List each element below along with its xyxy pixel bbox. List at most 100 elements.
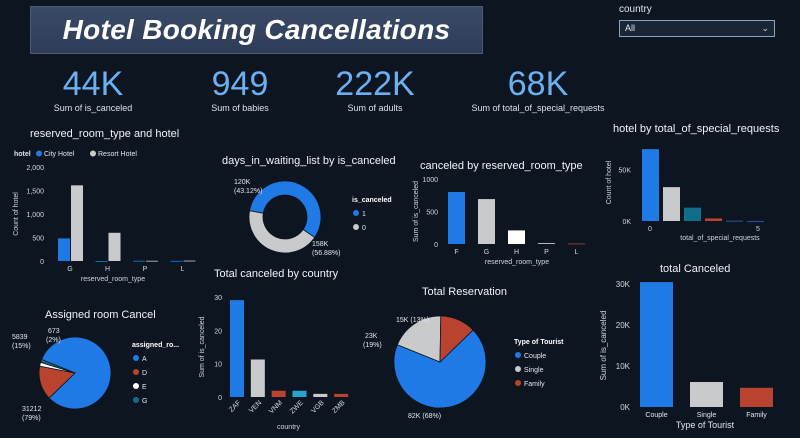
slice-label: 158K [312,241,329,248]
x-tick-label: VGB [310,399,326,415]
x-tick-label: Family [746,412,767,419]
legend-marker [133,355,139,361]
bar [313,393,328,397]
legend-label: Resort Hotel [98,151,137,158]
chart-title: hotel by total_of_special_requests [613,123,780,135]
kpi-caption: Sum of adults [347,103,403,113]
legend-marker [133,383,139,389]
legend-label: 0 [362,225,366,232]
y-tick-label: 0 [218,395,222,402]
kpi-caption: Sum of babies [211,103,269,113]
pie-slice [40,358,76,374]
bar [448,192,465,244]
x-tick-label: Single [697,412,717,419]
y-tick-label: 0K [622,219,631,226]
bar [726,220,743,222]
legend-label: Single [524,367,544,374]
y-axis-label: Count of hotel [606,160,613,204]
bar [705,218,722,221]
bar [250,359,265,397]
legend-marker [353,224,359,230]
bar [95,261,108,262]
x-tick-label: ZAF [228,399,242,413]
page-title: Hotel Booking Cancellations [62,14,451,45]
bar [58,238,70,261]
y-tick-label: 20K [616,321,631,330]
kpi-caption: Sum of is_canceled [53,103,133,113]
chart-title: total Canceled [660,263,731,275]
dashboard-title: Hotel Booking Cancellations [30,6,483,54]
waiting-list-donut: 158K (56.88%) 120K (43.12%) is_canceled 1 0 [234,179,392,257]
bar [538,243,555,244]
pie-slice [396,315,442,363]
kpi-card: 949 Sum of babies [190,66,290,113]
chart-title: Total Reservation [422,286,507,298]
chart-title: days_in_waiting_list by is_canceled [222,155,396,167]
x-tick-label: L [575,249,579,256]
y-tick-label: 500 [426,210,438,217]
country-dropdown[interactable]: All ⌄ [619,20,775,37]
x-axis-label: reserved_room_type [485,259,549,266]
slice-label: 82K (68%) [408,413,441,420]
legend-marker [515,366,521,372]
chevron-down-icon[interactable]: ⌄ [761,23,769,33]
legend-label: E [142,384,147,391]
chart-title: Assigned room Cancel [45,309,156,321]
bar [640,282,673,407]
slice-label: 673 [48,328,60,335]
x-axis-label: Type of Tourist [676,420,735,430]
hotel-special-requests-chart: 0K 50K Count of hotel 0 5 total_of_special_re… [606,149,764,242]
legend-title: is_canceled [352,197,392,204]
y-tick-label: 0 [40,259,44,266]
x-axis-label: country [277,424,300,431]
bar [568,243,585,245]
legend-title: assigned_ro... [132,342,179,349]
bar [684,207,701,221]
x-tick-label: ZMB [331,399,347,415]
bar [146,260,158,262]
pie-slice [41,336,112,410]
y-tick-label: 50K [619,168,632,175]
slice-label: 120K [234,179,251,186]
x-tick-label: 5 [756,226,760,233]
slice-pct: (19%) [363,342,382,349]
x-tick-label: F [454,249,458,256]
y-axis-label: Sum of is_canceled [413,181,420,242]
slice-label: 15K (13%) [396,317,429,324]
slice-label: 5839 [12,334,28,341]
legend-label: 1 [362,211,366,218]
x-tick-label: Couple [645,412,667,419]
bar [663,187,680,221]
pie-slice [248,210,316,254]
room-type-hotel-chart: hotel City Hotel Resort Hotel 0 500 1,000 1,50… [13,150,196,283]
pie-slice [249,180,322,239]
x-tick-label: VNM [268,399,284,415]
legend-marker [133,369,139,375]
bar [478,199,495,244]
x-tick-label: ZWE [289,399,305,415]
bar [183,260,196,262]
kpi-value: 44K [62,65,124,103]
legend-label: D [142,370,147,377]
y-tick-label: 2,000 [26,165,44,172]
kpi-caption: Sum of total_of_special_requests [471,103,605,113]
bar [271,390,286,397]
legend-marker [353,210,359,216]
x-tick-label: H [105,266,110,273]
bar [292,390,307,397]
total-canceled-chart: 0K 10K 20K 30K Sum of is_canceled Couple Singl… [599,280,773,430]
y-axis-label: Count of hotel [13,192,20,236]
legend-title: Type of Tourist [514,339,564,346]
bar [133,260,145,262]
bar [740,387,773,407]
slice-pct: (79%) [22,415,41,422]
country-slicer[interactable]: country All ⌄ [619,4,775,44]
chart-title: reserved_room_type and hotel [30,128,180,140]
y-tick-label: 1,000 [26,212,44,219]
y-tick-label: 1000 [422,177,438,184]
slice-pct: (15%) [12,343,31,350]
canceled-by-country-chart: 0 10 20 30 Sum of is_canceled ZAF VEN VNM ZWE VGB… [199,295,349,431]
y-tick-label: 500 [32,236,44,243]
bar [230,300,244,397]
